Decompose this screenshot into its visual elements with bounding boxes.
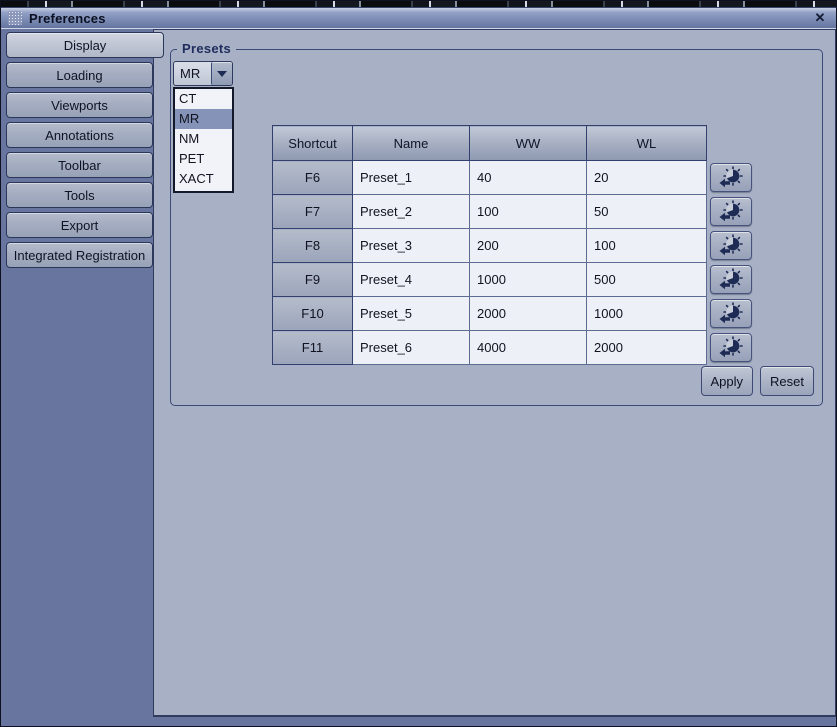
window-icon — [8, 11, 22, 25]
table-row: F11 Preset_6 4000 2000 — [272, 330, 754, 365]
chevron-down-icon — [217, 70, 227, 77]
window-level-icon — [719, 336, 743, 358]
table-row: F6 Preset_1 40 20 — [272, 160, 754, 195]
apply-button[interactable]: Apply — [700, 366, 754, 396]
name-cell[interactable]: Preset_1 — [352, 160, 470, 195]
column-header-shortcut: Shortcut — [272, 125, 353, 161]
icon-cell — [707, 263, 754, 297]
name-cell[interactable]: Preset_5 — [352, 296, 470, 331]
sidebar-item-export[interactable]: Export — [6, 212, 153, 238]
dropdown-option-pet[interactable]: PET — [179, 151, 205, 166]
ww-cell[interactable]: 1000 — [469, 262, 587, 297]
name-cell[interactable]: Preset_3 — [352, 228, 470, 263]
apply-window-level-button[interactable] — [710, 333, 752, 362]
reset-button[interactable]: Reset — [760, 366, 814, 396]
wl-cell[interactable]: 50 — [586, 194, 707, 229]
name-cell[interactable]: Preset_6 — [352, 330, 470, 365]
apply-window-level-button[interactable] — [710, 299, 752, 328]
content-panel: Presets MR Shortcut Name WW WL F6 Preset_1 40… — [153, 29, 836, 717]
titlebar[interactable]: Preferences ✕ — [1, 7, 836, 29]
column-header-actions — [707, 126, 754, 161]
wl-cell[interactable]: 20 — [586, 160, 707, 195]
shortcut-cell: F11 — [272, 330, 353, 365]
modality-combobox-value: MR — [180, 66, 201, 81]
name-cell[interactable]: Preset_2 — [352, 194, 470, 229]
shortcut-cell: F8 — [272, 228, 353, 263]
presets-group-label: Presets — [177, 41, 237, 56]
shortcut-cell: F10 — [272, 296, 353, 331]
wl-cell[interactable]: 500 — [586, 262, 707, 297]
table-row: F9 Preset_4 1000 500 — [272, 262, 754, 297]
modality-combobox[interactable]: MR — [173, 61, 233, 86]
column-header-name: Name — [352, 125, 470, 161]
presets-table: Shortcut Name WW WL F6 Preset_1 40 20 F7 Preset… — [272, 125, 754, 365]
apply-window-level-button[interactable] — [710, 163, 752, 192]
icon-cell — [707, 161, 754, 195]
wl-cell[interactable]: 100 — [586, 228, 707, 263]
sidebar-item-toolbar[interactable]: Toolbar — [6, 152, 153, 178]
sidebar-item-tools[interactable]: Tools — [6, 182, 153, 208]
dropdown-option-ct[interactable]: CT — [179, 91, 197, 106]
window-level-icon — [719, 302, 743, 324]
shortcut-cell: F9 — [272, 262, 353, 297]
table-row: F8 Preset_3 200 100 — [272, 228, 754, 263]
sidebar-item-integrated-registration[interactable]: Integrated Registration — [6, 242, 153, 268]
column-header-ww: WW — [469, 125, 587, 161]
ww-cell[interactable]: 40 — [469, 160, 587, 195]
ww-cell[interactable]: 200 — [469, 228, 587, 263]
ww-cell[interactable]: 2000 — [469, 296, 587, 331]
name-cell[interactable]: Preset_4 — [352, 262, 470, 297]
apply-window-level-button[interactable] — [710, 265, 752, 294]
icon-cell — [707, 195, 754, 229]
window-level-icon — [719, 234, 743, 256]
window-level-icon — [719, 166, 743, 188]
icon-cell — [707, 229, 754, 263]
wl-cell[interactable]: 1000 — [586, 296, 707, 331]
shortcut-cell: F7 — [272, 194, 353, 229]
modality-dropdown-list: CT MR NM PET XACT — [173, 87, 234, 193]
dropdown-option-mr[interactable]: MR — [175, 109, 232, 129]
ww-cell[interactable]: 100 — [469, 194, 587, 229]
window-level-icon — [719, 268, 743, 290]
combobox-dropdown-button[interactable] — [211, 62, 232, 85]
close-icon[interactable]: ✕ — [814, 10, 826, 25]
table-row: F7 Preset_2 100 50 — [272, 194, 754, 229]
table-row: F10 Preset_5 2000 1000 — [272, 296, 754, 331]
footer-buttons: Apply Reset — [700, 366, 814, 396]
sidebar-item-display[interactable]: Display — [6, 32, 164, 58]
apply-window-level-button[interactable] — [710, 231, 752, 260]
icon-cell — [707, 297, 754, 331]
dropdown-option-nm[interactable]: NM — [179, 131, 200, 146]
presets-groupbox: Presets MR Shortcut Name WW WL F6 Preset_1 40… — [170, 41, 823, 406]
background-window-sliver — [1, 1, 836, 7]
apply-window-level-button[interactable] — [710, 197, 752, 226]
ww-cell[interactable]: 4000 — [469, 330, 587, 365]
sidebar-item-loading[interactable]: Loading — [6, 62, 153, 88]
icon-cell — [707, 331, 754, 365]
window-level-icon — [719, 200, 743, 222]
column-header-wl: WL — [586, 125, 707, 161]
wl-cell[interactable]: 2000 — [586, 330, 707, 365]
shortcut-cell: F6 — [272, 160, 353, 195]
sidebar-item-annotations[interactable]: Annotations — [6, 122, 153, 148]
table-header-row: Shortcut Name WW WL — [272, 125, 754, 161]
dropdown-option-xact[interactable]: XACT — [179, 171, 214, 186]
window-title: Preferences — [29, 10, 106, 26]
sidebar-item-viewports[interactable]: Viewports — [6, 92, 153, 118]
